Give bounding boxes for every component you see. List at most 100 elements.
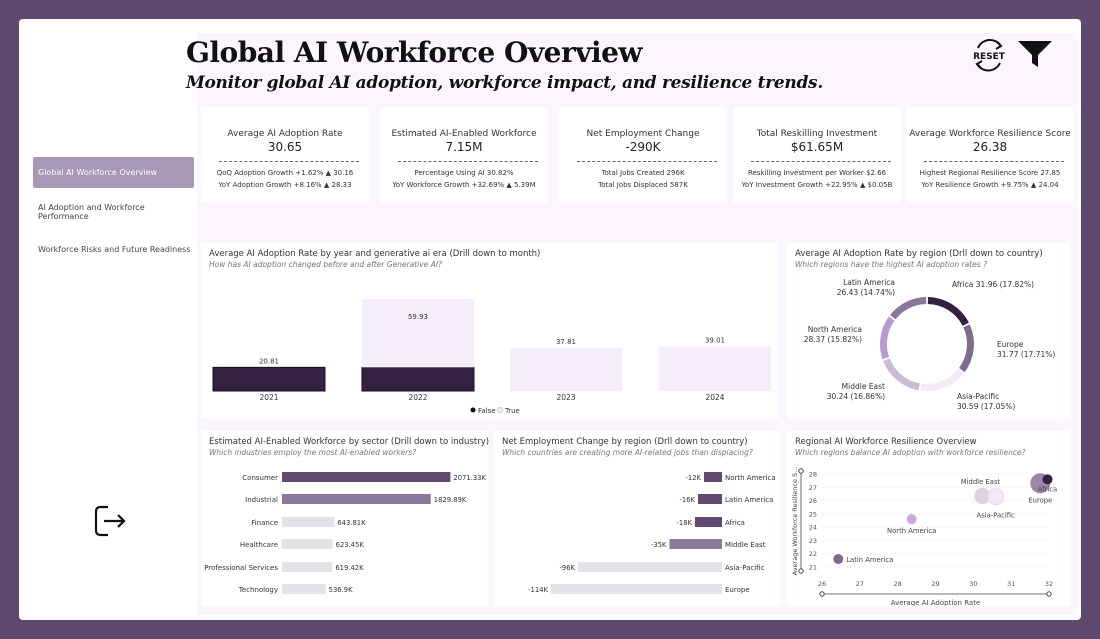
bar-2023-true[interactable] [510,348,622,391]
kpi-card: Net Employment Change -290K Total Jobs Cre… [559,107,727,203]
y-slider-handle[interactable] [798,568,804,574]
bar-technology[interactable] [282,584,326,594]
bar-healthcare[interactable] [282,539,333,549]
category-label: Technology [238,586,278,594]
scatter-point-label: Europe [1028,496,1052,504]
category-label: Finance [251,519,278,527]
kpi-detail-line: YoY Investment Growth +22.95% ▲ $0.05B [741,181,893,189]
kpi-detail-line: YoY Workforce Growth +32.69% ▲ 5.39M [392,181,536,189]
kpi-label: Average AI Adoption Rate [227,129,343,139]
workforce-by-sector-chart: 2071.33K Consumer 1829.89K Industrial 643.81… [204,472,487,594]
card-subtitle: Which regions balance AI adoption with w… [795,448,1026,457]
kpi-card: Estimated AI-Enabled Workforce 7.15M Perce… [380,107,548,203]
bar-asia-pacific[interactable] [578,562,722,572]
x-tick-label: 28 [894,580,902,588]
reset-icon[interactable]: RESET [970,36,1008,74]
adoption-by-year-card: Average AI Adoption Rate by year and gen… [201,243,778,419]
donut-slice-africa[interactable] [927,297,969,326]
bar-europe[interactable] [551,584,722,594]
donut-data-label: Middle East [842,382,885,391]
donut-data-label: 30.24 (16.86%) [827,392,885,401]
donut-slice-asia-pacific[interactable] [920,369,964,391]
bar-consumer[interactable] [282,472,451,482]
kpi-detail-line: Reskilling Investment per Worker $2.66 [747,169,887,177]
kpi-detail-line: Total Jobs Created 296K [601,169,685,177]
legend-label: False [478,407,496,415]
kpi-detail-line: Total Jobs Displaced 587K [598,181,688,189]
donut-slice-latin-america[interactable] [890,297,927,320]
scatter-point-latin-america[interactable] [833,554,844,565]
kpi-value: $61.65M [790,140,844,154]
kpi-detail-line: Highest Regional Resilience Score 27.85 [919,169,1061,177]
resilience-overview-card: Regional AI Workforce Resilience Overvie… [787,431,1070,606]
card-title: Estimated AI-Enabled Workforce by sector… [209,437,490,447]
sidebar-item-adoption-performance[interactable]: AI Adoption and Workforce Performance [38,202,145,221]
scatter-point-north-america[interactable] [906,514,917,525]
category-label: Middle East [725,541,766,549]
donut-slice-europe[interactable] [959,324,974,373]
sidebar: Global AI Workforce Overview AI Adoption… [19,19,197,620]
sidebar-item-global-overview[interactable]: Global AI Workforce Overview [33,157,194,188]
bar-2022-false[interactable] [361,366,475,392]
bar-data-label: 643.81K [337,519,366,527]
bar-data-label: 2071.33K [453,474,486,482]
bar-data-label: 623.45K [336,541,365,549]
bar-africa[interactable] [695,517,722,527]
kpi-value: 30.65 [267,140,303,154]
bar-data-label: 619.42K [335,564,364,572]
bar-2021-false[interactable] [212,366,326,392]
filter-icon[interactable] [1016,38,1054,70]
donut-data-label: North America [808,325,862,334]
category-label: Consumer [242,474,278,482]
category-label: North America [725,474,776,482]
kpi-label: Average Workforce Resilience Score [909,129,1071,139]
kpi-card: Average Workforce Resilience Score 26.38 H… [906,107,1074,203]
y-slider-handle[interactable] [798,468,804,474]
donut-slice-middle-east[interactable] [883,358,920,391]
x-tick-label: 31 [1007,580,1015,588]
bar-industrial[interactable] [282,494,431,504]
bar-professional-services[interactable] [282,562,333,572]
bar-finance[interactable] [282,517,335,527]
page-title: Global AI Workforce Overview [186,36,643,69]
exit-icon[interactable] [94,504,128,538]
category-label: Healthcare [240,541,278,549]
category-label: Industrial [245,496,278,504]
sidebar-item-risks-readiness[interactable]: Workforce Risks and Future Readiness [38,245,191,254]
bar-north-america[interactable] [704,472,722,482]
page-subtitle: Monitor global AI adoption, workforce im… [186,73,823,93]
bar-latin-america[interactable] [698,494,722,504]
bar-data-label: 39.01 [705,337,725,345]
reset-label: RESET [973,52,1006,62]
card-subtitle: How has AI adoption changed before and a… [209,260,443,269]
donut-data-label: 26.43 (14.74%) [837,288,895,297]
kpi-divider [924,161,1064,162]
x-slider-handle[interactable] [819,591,825,597]
x-slider-handle[interactable] [1046,591,1052,597]
scatter-point-africa[interactable] [1042,474,1053,485]
kpi-label: Total Reskilling Investment [756,129,878,139]
kpi-card: Average AI Adoption Rate 30.65 QoQ Adoptio… [201,107,369,203]
scatter-point-asia-pacific[interactable] [987,488,1005,506]
category-label: Professional Services [204,564,278,572]
donut-data-label: Africa 31.96 (17.82%) [952,280,1034,289]
bar-2024-true[interactable] [659,346,771,391]
scatter-point-label: Middle East [961,478,1001,486]
bar-data-label: 536.9K [329,586,353,594]
y-axis-label: Average Workforce Resilience S... [791,467,799,576]
bar-data-label: -18K [676,519,692,527]
x-tick-label: 2024 [705,393,724,402]
scatter-point-middle-east[interactable] [974,487,991,504]
donut-data-label: Europe [997,340,1024,349]
x-tick-label: 27 [856,580,864,588]
donut-slice-north-america[interactable] [880,316,895,360]
bar-middle-east[interactable] [669,539,723,549]
category-label: Asia-Pacific [725,564,765,572]
y-tick-label: 26 [809,497,817,505]
card-title: Average AI Adoption Rate by year and gen… [209,249,541,259]
kpi-value: -290K [625,140,661,154]
donut-data-label: 31.77 (17.71%) [997,350,1055,359]
kpi-divider [219,161,359,162]
bar-2022-true[interactable] [362,299,474,368]
x-axis-label: Average AI Adoption Rate [891,599,981,606]
